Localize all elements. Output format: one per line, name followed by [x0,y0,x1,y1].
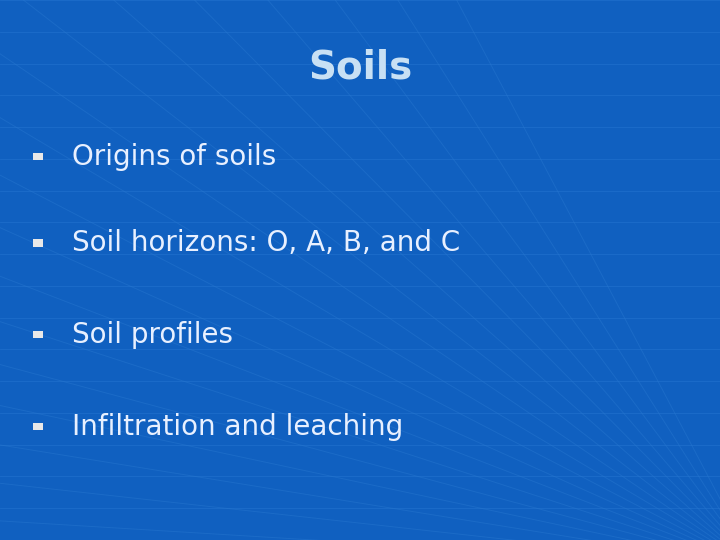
Text: Soil horizons: O, A, B, and C: Soil horizons: O, A, B, and C [72,229,460,257]
Text: Soils: Soils [308,49,412,86]
Text: Soil profiles: Soil profiles [72,321,233,349]
Bar [33,239,43,247]
Text: Origins of soils: Origins of soils [72,143,276,171]
Bar [33,423,43,430]
Bar [33,331,43,339]
Bar [33,153,43,160]
Text: Infiltration and leaching: Infiltration and leaching [72,413,403,441]
